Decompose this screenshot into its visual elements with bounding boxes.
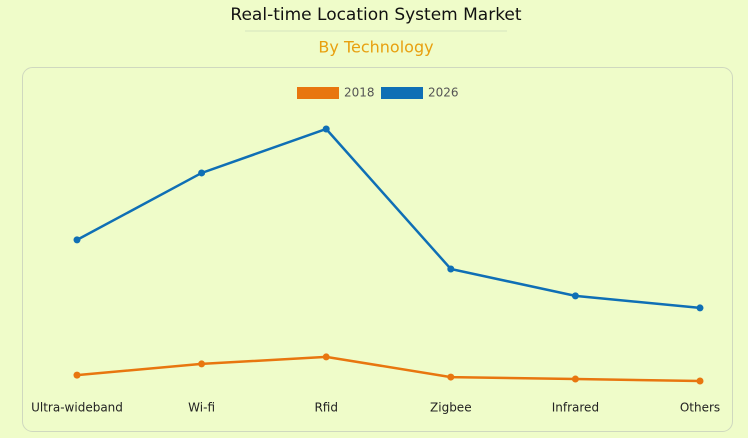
x-tick-label: Ultra-wideband — [31, 401, 123, 415]
chart-panel — [22, 67, 733, 432]
x-tick-label: Others — [680, 401, 720, 415]
chart-title: Real-time Location System Market — [230, 5, 521, 25]
data-point — [73, 236, 81, 244]
chart-subtitle: By Technology — [318, 38, 433, 57]
data-point — [447, 373, 455, 381]
data-point — [571, 292, 579, 300]
legend-swatch — [297, 87, 339, 99]
data-point — [571, 375, 579, 383]
data-point — [73, 371, 81, 379]
legend-swatch — [381, 87, 423, 99]
series-line — [76, 355, 701, 383]
x-tick-label: Infrared — [552, 401, 599, 415]
series-line — [76, 127, 701, 310]
plot: Ultra-wideband Wi-fi Rfid Zigbee Infrared Oth… — [31, 86, 720, 415]
legend-label: 2018 — [344, 86, 375, 100]
x-tick-label: Rfid — [314, 401, 338, 415]
legend-label: 2026 — [428, 86, 459, 100]
data-point — [322, 353, 330, 361]
data-point — [696, 377, 704, 385]
x-tick-label: Zigbee — [430, 401, 472, 415]
x-tick-label: Wi-fi — [188, 401, 215, 415]
data-point — [322, 125, 330, 133]
data-point — [198, 169, 206, 177]
data-point — [447, 265, 455, 273]
data-point — [198, 360, 206, 368]
data-point — [696, 304, 704, 312]
